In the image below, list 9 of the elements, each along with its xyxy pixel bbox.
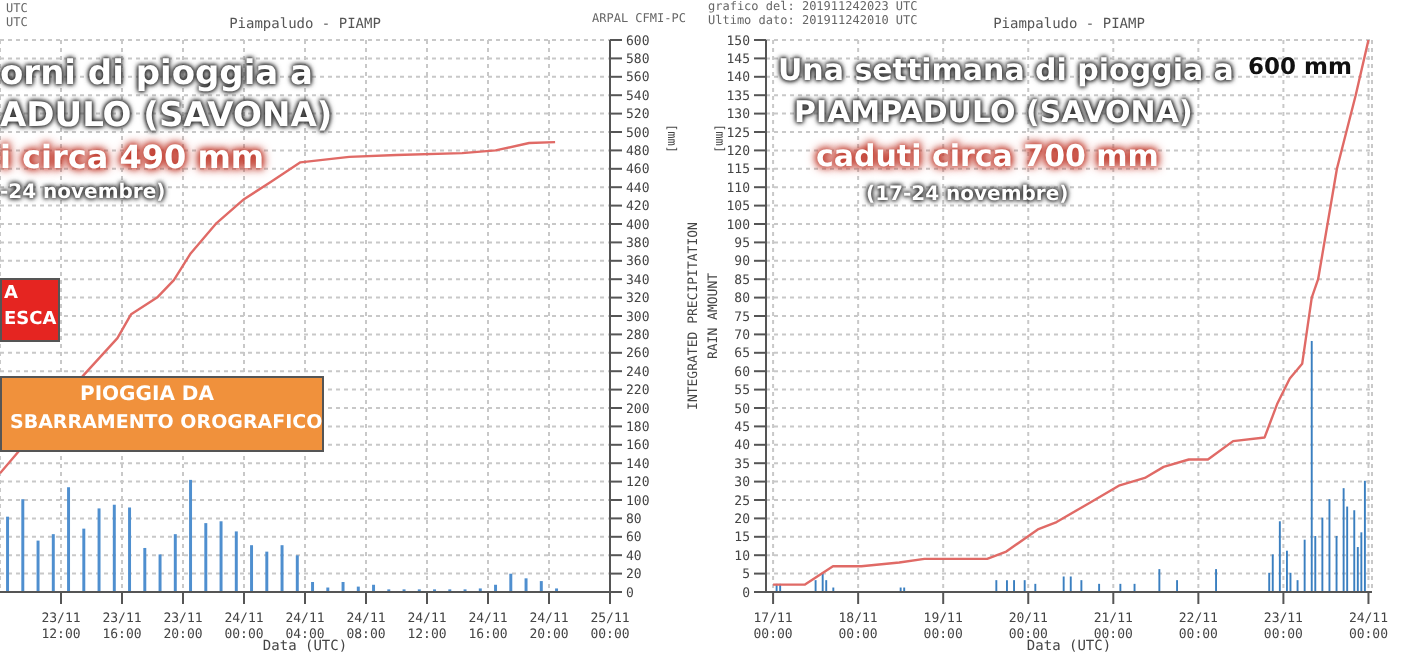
annotation: Una settimana di pioggia a [778,52,1234,88]
annotation: SBARRAMENTO OROGRAFICO [10,412,323,435]
annotation: PIAMPADULO (SAVONA) [794,94,1193,130]
annotation: ESCA [4,310,57,332]
annotation: 600 mm [1248,52,1352,80]
annotation: PIOGGIA DA [80,384,214,406]
annotation: caduti circa 700 mm [816,138,1159,174]
annotation: (17-24 novembre) [866,184,1069,206]
annotation: A [4,284,18,306]
